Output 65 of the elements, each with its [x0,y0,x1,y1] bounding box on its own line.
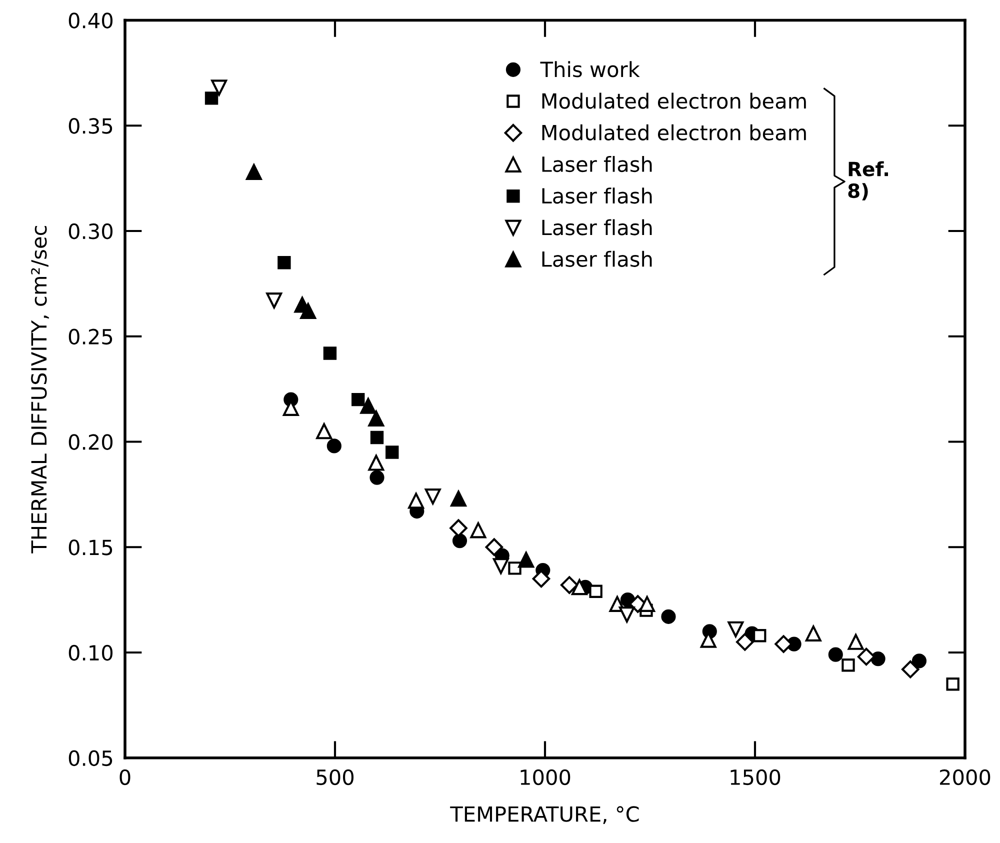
legend-label: Laser flash [542,250,652,267]
point [452,533,468,548]
x-tick-label: 1000 [520,769,570,786]
x-tick-label: 0 [120,769,130,786]
point [360,398,376,414]
point [211,80,228,96]
point [370,430,384,444]
point [618,606,635,623]
point [368,454,384,471]
point [508,562,522,575]
y-tick-label: 0.10 [68,644,113,661]
point [560,576,578,594]
point [450,490,466,507]
x-axis-title: TEMPERATURE, °C [450,806,639,824]
x-tick-label: 500 [316,769,354,786]
point [386,446,399,459]
point [571,579,588,596]
point [728,621,744,638]
point [661,609,676,624]
point [870,652,886,666]
point [352,392,365,406]
point [912,654,927,668]
legend-label: This work [540,61,640,78]
legend-label: Laser flash [542,219,652,236]
point [589,584,602,598]
point [246,164,262,180]
point [518,552,534,568]
point [492,558,509,574]
legend-label: Laser flash [542,156,652,172]
point [848,634,864,650]
point [828,647,843,662]
x-tick-label: 2000 [940,769,990,786]
point [470,522,486,538]
point [370,470,384,485]
point [736,633,754,651]
legend-label: Laser flash [542,188,652,204]
point [424,488,441,505]
point [842,658,855,672]
y-tick-label: 0.30 [68,223,113,240]
legend-label: Modulated electron beam [542,124,806,140]
y-axis-title: THERMAL DIFFUSIVITY, cm²/sec [31,226,49,554]
point [326,438,342,454]
point [368,410,384,427]
point [316,423,332,440]
point [902,660,920,678]
point [408,492,424,509]
y-tick-label: 0.35 [68,118,112,134]
point [300,303,316,320]
y-tick-label: 0.40 [68,12,113,28]
point [266,292,282,309]
point [753,629,766,642]
point [204,92,218,105]
legend-label: Modulated electron beam [542,92,806,109]
x-tick-label: 1500 [730,769,780,786]
annotation: Ref. 8) [848,161,888,200]
point [278,256,291,270]
point [323,346,337,360]
point [805,626,822,642]
point [485,538,504,556]
point [639,596,656,612]
y-tick-label: 0.25 [68,328,112,345]
y-tick-label: 0.15 [68,540,112,556]
y-tick-label: 0.05 [68,750,112,766]
y-tick-label: 0.20 [68,434,113,450]
point [946,677,960,691]
